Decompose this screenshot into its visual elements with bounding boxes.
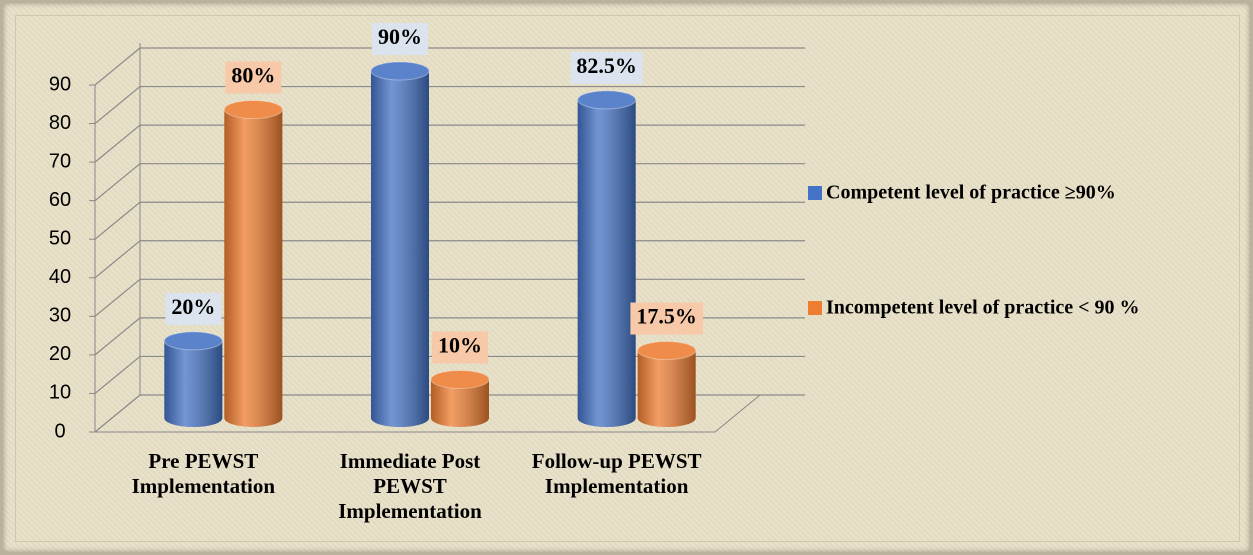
x-tick-label: Pre PEWST Implementation [131, 449, 276, 498]
bar-top-shine [431, 370, 489, 389]
grid-line [94, 240, 141, 279]
bar-top [577, 90, 637, 110]
x-tick-label: Follow-up PEWST Implementation [531, 449, 702, 498]
bar-top-shine [637, 341, 696, 360]
value-label-bg [630, 302, 703, 335]
bar-top [370, 61, 430, 81]
y-tick-label: 50 [49, 228, 71, 250]
legend-swatch [808, 301, 822, 315]
grid-line [94, 317, 141, 356]
grid-line [94, 47, 141, 86]
y-tick-label: 10 [49, 382, 71, 404]
bar-top-shine [371, 62, 429, 80]
bar-shade [577, 90, 636, 428]
legend-swatch [808, 186, 822, 200]
y-tick-label: 40 [49, 266, 71, 288]
y-tick-label: 30 [49, 305, 71, 327]
bar-shade [637, 341, 696, 428]
y-tick-label: 60 [49, 189, 71, 211]
bar-top [637, 341, 697, 361]
value-label: 17.5% [636, 304, 697, 329]
y-tick-label: 90 [49, 73, 71, 95]
plot-area [15, 15, 1240, 542]
value-label: 20% [171, 294, 215, 319]
grid-line [94, 124, 141, 163]
bar-top [223, 100, 283, 120]
value-label-bg [570, 51, 643, 84]
y-tick-label: 70 [49, 150, 71, 172]
grid-line [94, 201, 141, 240]
bar-top-shine [224, 100, 283, 119]
value-label-bg [225, 61, 282, 94]
value-label-bg [165, 292, 222, 325]
grid-line [94, 163, 141, 202]
y-tick-label: 0 [54, 420, 65, 442]
y-tick-label: 80 [49, 112, 71, 134]
grid-line [94, 355, 141, 394]
bar-top-shine [164, 331, 223, 350]
bar-shade [371, 62, 429, 427]
bar-shade [224, 100, 283, 427]
value-label-bg [372, 23, 428, 55]
value-label: 82.5% [576, 53, 637, 78]
value-label: 10% [438, 332, 482, 357]
value-label: 80% [231, 63, 275, 88]
value-label-bg [432, 331, 488, 364]
bar-top [430, 369, 490, 389]
x-tick-label: Immediate Post PEWST Implementation [338, 449, 482, 523]
bar-top-shine [577, 90, 636, 109]
grid-line [94, 278, 141, 317]
y-tick-label: 20 [49, 343, 71, 365]
grid-line [94, 86, 141, 125]
value-label: 90% [378, 24, 422, 49]
bar-top [163, 331, 223, 351]
legend-label: Competent level of practice ≥90% [826, 182, 1116, 204]
grid-line [94, 394, 141, 433]
bar-shade [164, 331, 223, 428]
legend-label: Incompetent level of practice < 90 % [826, 297, 1140, 319]
